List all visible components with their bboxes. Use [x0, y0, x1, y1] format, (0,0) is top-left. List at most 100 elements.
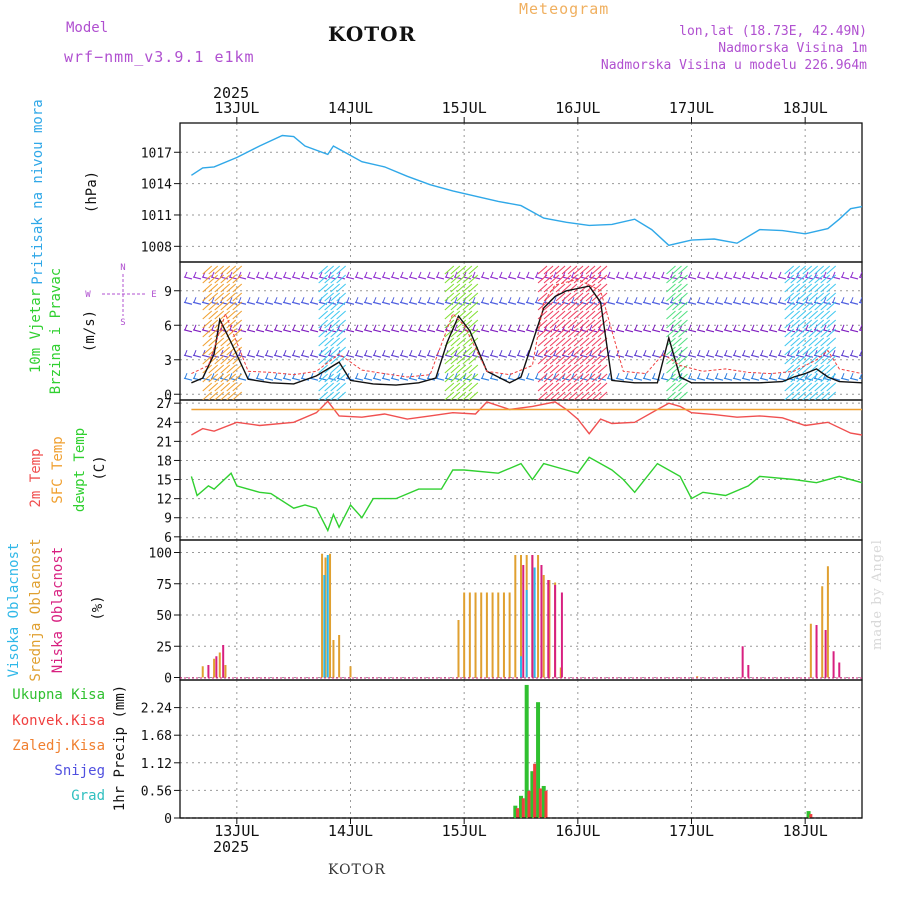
wind-barb: [489, 354, 499, 358]
wind-burst-barb: [330, 265, 341, 275]
wind-barb-flag: [364, 324, 368, 331]
wind-burst-barb: [324, 328, 335, 338]
wind-burst-barb: [208, 319, 219, 329]
wind-barb-flag: [805, 271, 809, 278]
wind-barb-flag: [697, 349, 701, 356]
wind-barb: [588, 276, 598, 280]
wind-barb: [696, 276, 706, 280]
wind-barb: [462, 354, 472, 358]
mid-cloud-bar: [497, 592, 500, 678]
wind-barb-flag: [616, 297, 620, 303]
y-tick-label: 9: [164, 285, 172, 300]
wind-barb: [219, 301, 229, 305]
wind-barb-flag: [805, 324, 809, 331]
wind-barb-flag: [706, 324, 710, 331]
wind-burst-barb: [802, 274, 813, 284]
wind-burst-barb: [202, 337, 213, 347]
wind-burst-barb: [318, 265, 329, 275]
wind-burst-barb: [790, 292, 801, 302]
wind-burst-barb: [232, 274, 243, 284]
wind-barb: [345, 354, 355, 358]
wind-burst-barb: [462, 382, 473, 392]
wind-burst-barb: [456, 355, 467, 365]
wind-burst-barb: [573, 355, 584, 365]
wind-barb: [309, 377, 319, 381]
wind-barb: [624, 377, 634, 381]
wind-burst-barb: [232, 346, 243, 356]
wind-barb-flag: [535, 297, 539, 303]
wind-barb-flag: [535, 372, 539, 379]
wind-burst-barb: [232, 364, 243, 374]
wind-barb: [624, 329, 634, 333]
wind-barb: [210, 354, 220, 358]
wind-burst-barb: [462, 364, 473, 374]
wind-burst-barb: [324, 382, 335, 392]
wind-barb: [687, 329, 697, 333]
wind-barb: [381, 329, 391, 333]
y-tick-label: 1008: [141, 240, 172, 255]
wind-barb: [786, 301, 796, 305]
wind-burst-barb: [561, 382, 572, 392]
wind-barb-flag: [328, 271, 332, 278]
wind-barb: [768, 377, 778, 381]
wind-barb-flag: [247, 372, 251, 379]
wind-burst-barb: [226, 364, 237, 374]
wind-barb: [480, 354, 490, 358]
wind-barb: [471, 276, 481, 280]
y-tick-label: 1017: [141, 146, 172, 161]
dewpt-axis-title: dewpt Temp: [72, 428, 88, 512]
wind-barb-flag: [436, 324, 440, 331]
precip-legend-label: Zaledj.Kisa: [12, 738, 105, 754]
wind-barb: [318, 354, 328, 358]
wind-burst-barb: [444, 382, 455, 392]
wind-burst-barb: [549, 310, 560, 320]
wind-burst-barb: [585, 292, 596, 302]
wind-barb: [363, 276, 373, 280]
wind-burst-barb: [336, 310, 347, 320]
wind-burst-barb: [456, 283, 467, 293]
wind-barb: [246, 301, 256, 305]
wind-barb-flag: [490, 271, 494, 278]
x-tick-label-top: 16JUL: [555, 99, 600, 117]
temp2m-line: [191, 400, 863, 436]
wind-burst-barb: [537, 346, 548, 356]
wind-barb-flag: [841, 349, 845, 356]
wind-burst-barb: [318, 337, 329, 347]
wind-burst-barb: [555, 382, 566, 392]
wind-barb: [642, 301, 652, 305]
wind-barb: [642, 377, 652, 381]
wind-barb-flag: [553, 324, 557, 331]
wind-barb-flag: [472, 271, 476, 278]
wind-burst-barb: [561, 319, 572, 329]
wind-barb-flag: [616, 324, 620, 331]
wind-barb: [624, 276, 634, 280]
precip-legend-label: Grad: [71, 788, 105, 804]
wind-burst-barb: [462, 337, 473, 347]
precip-legend-label: Ukupna Kisa: [12, 687, 105, 703]
wind-burst-barb: [672, 310, 682, 320]
conv-precip-bar: [538, 788, 542, 818]
wind-barb: [723, 329, 733, 333]
wind-barb-flag: [310, 297, 314, 303]
wind-barb: [750, 377, 760, 381]
x-tick-label-top: 13JUL: [214, 99, 259, 117]
wind-axis-unit: (m/s): [82, 310, 98, 352]
wind-barb-flag: [724, 324, 728, 331]
wind-barb-flag: [832, 297, 836, 303]
wind-barb-flag: [346, 271, 350, 278]
wind-barb-flag: [238, 297, 242, 303]
wind-barb-flag: [247, 324, 251, 331]
wind-barb: [318, 329, 328, 333]
wind-barb: [678, 354, 688, 358]
wind-burst-barb: [678, 382, 688, 392]
low-cloud-bar: [824, 630, 827, 678]
wind-barb-flag: [481, 297, 485, 303]
wind-barb-flag: [526, 324, 530, 331]
wind-barb: [831, 301, 841, 305]
wind-burst-barb: [784, 364, 795, 374]
wind-burst-barb: [220, 364, 231, 374]
wind-burst-barb: [324, 337, 335, 347]
wind-burst-barb: [202, 319, 213, 329]
wind-burst-barb: [555, 373, 566, 383]
wind-barb-flag: [355, 349, 359, 356]
